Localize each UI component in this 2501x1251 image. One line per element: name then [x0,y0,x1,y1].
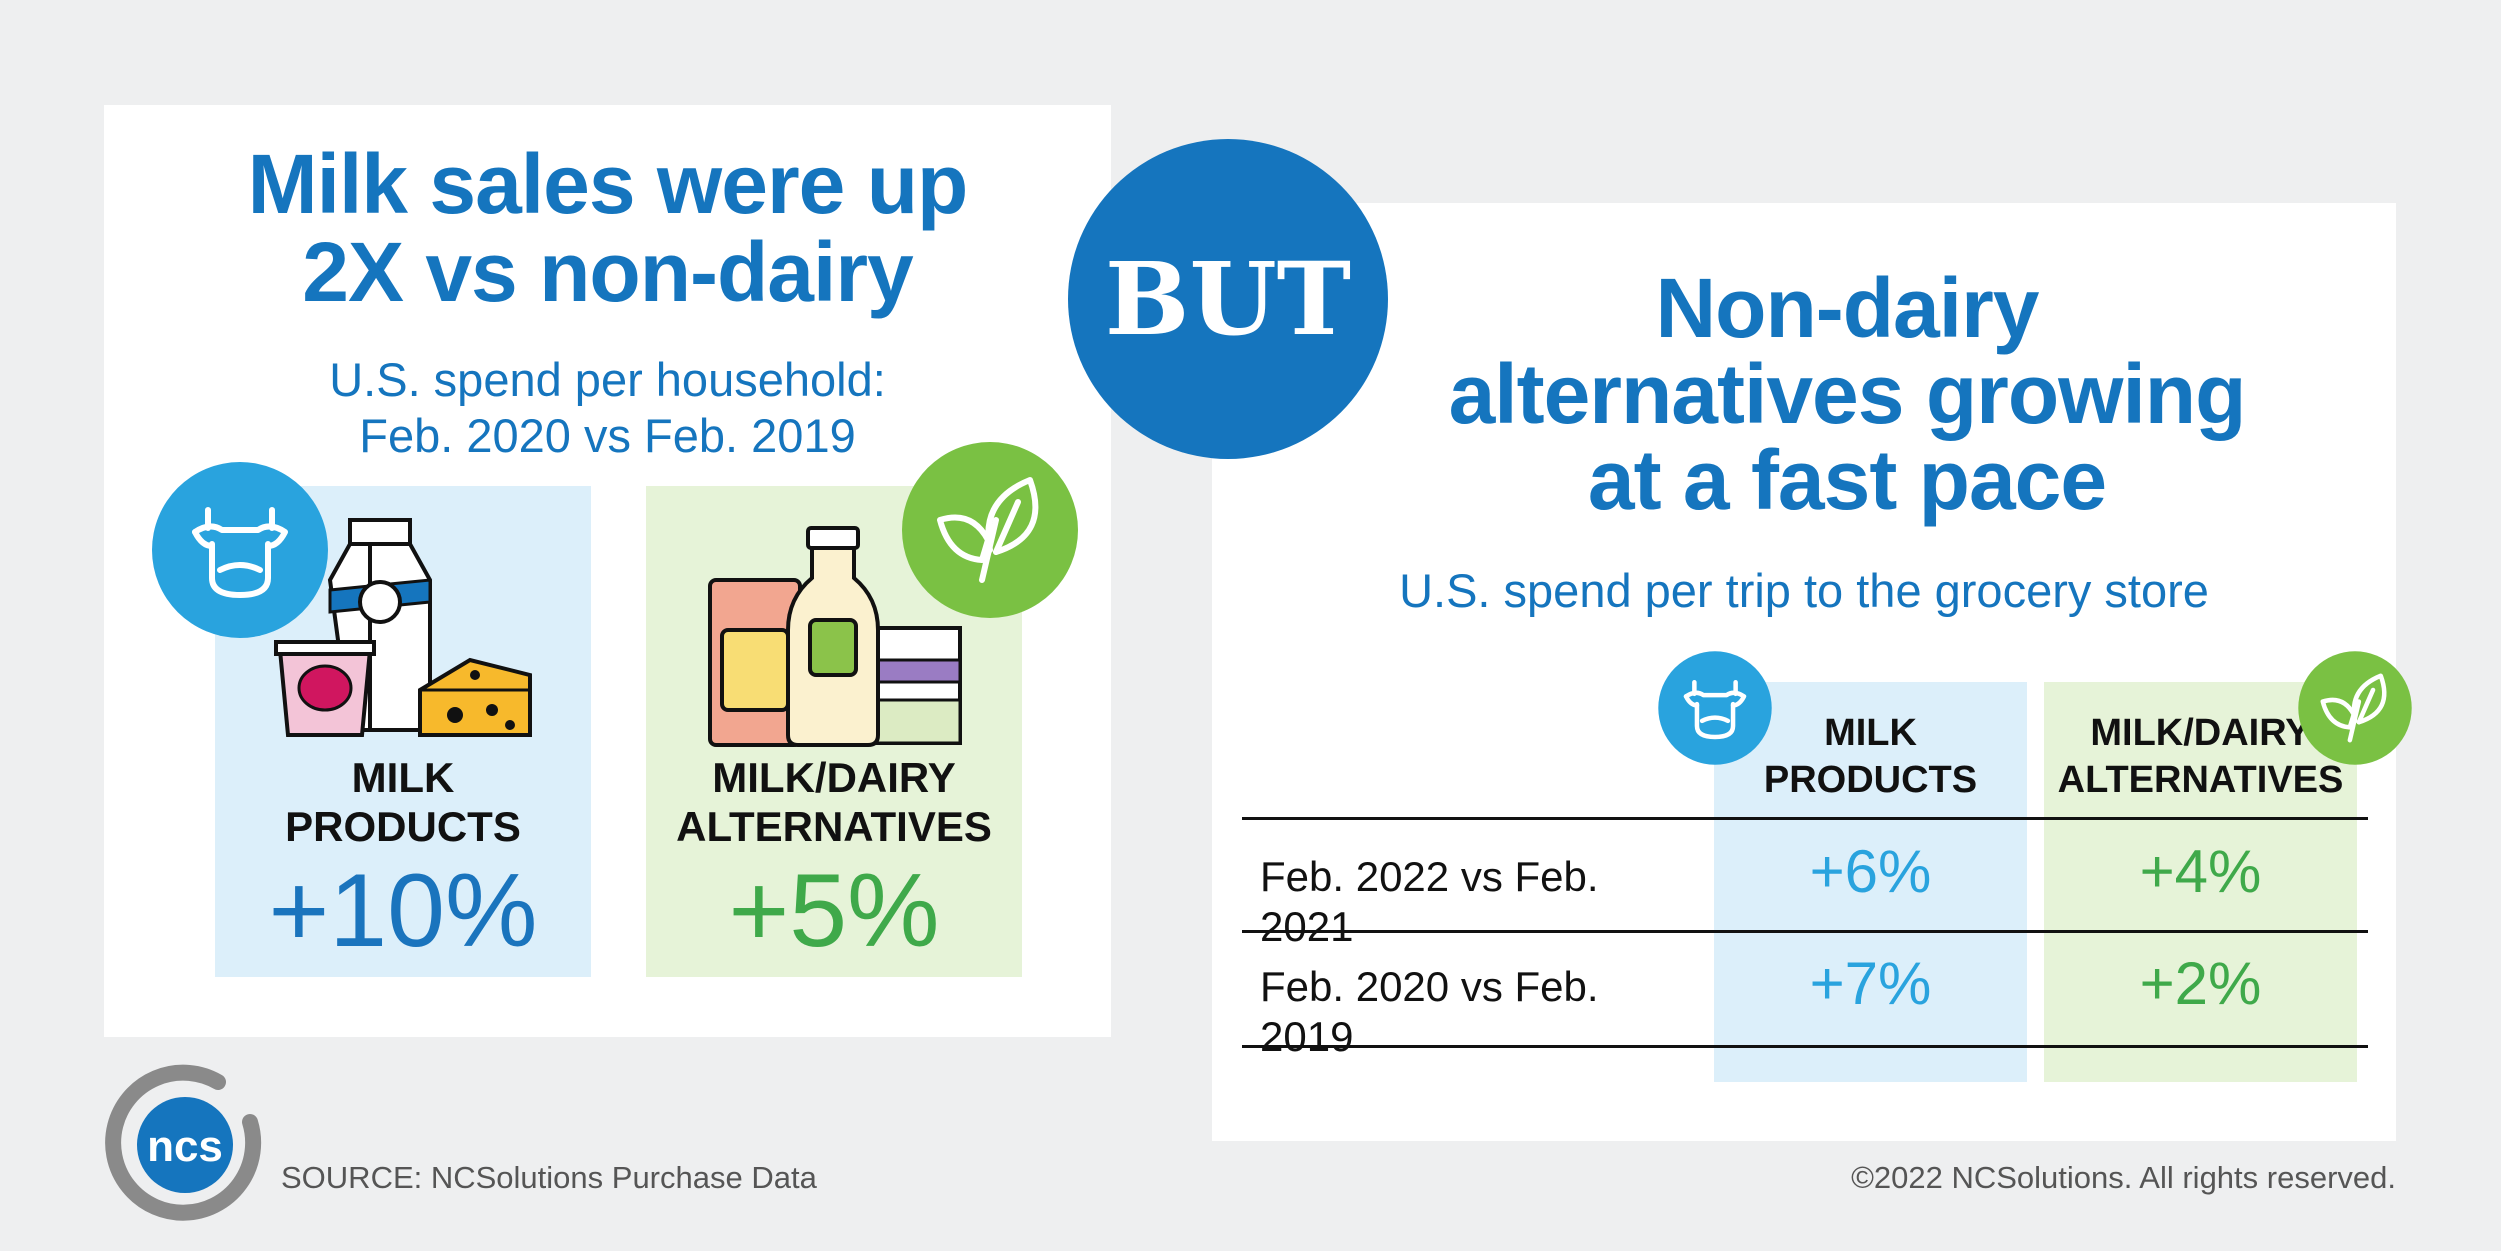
milk-products-illustration [274,518,532,737]
table-cell-milk: +6% [1809,838,1932,905]
left-headline-line-1: Milk sales were up [247,137,969,231]
milk-products-label: MILK PRODUCTS [215,753,591,851]
ncs-logo: ncs [105,1064,262,1221]
left-headline: Milk sales were up 2X vs non-dairy [104,140,1111,316]
table-header-alt-line-1: MILK/DAIRY [2090,712,2311,754]
right-headline-line-3: at a fast pace [1587,433,2107,527]
dairy-alternatives-label: MILK/DAIRY ALTERNATIVES [646,753,1022,851]
leaf-icon [902,442,1078,618]
table-header-alt-line-2: ALTERNATIVES [2057,759,2344,801]
dairy-alternatives-illustration [708,526,962,747]
milk-products-growth: +10% [268,853,538,969]
left-subtitle-line-1: U.S. spend per household: [329,353,886,406]
ncs-logo-text: ncs [147,1122,223,1171]
table-milk-column [1714,682,2027,1082]
source-note: SOURCE: NCSolutions Purchase Data [281,1160,817,1195]
right-headline-line-1: Non-dairy [1655,261,2039,355]
left-subtitle-line-2: Feb. 2020 vs Feb. 2019 [359,409,856,462]
milk-products-label-line-1: MILK [351,754,455,801]
table-header-milk-line-1: MILK [1824,712,1917,754]
right-headline: Non-dairy alternatives growing at a fast… [1212,265,2482,523]
leaf-icon [2298,651,2412,765]
left-subtitle: U.S. spend per household: Feb. 2020 vs F… [104,352,1111,464]
dairy-alternatives-growth: +5% [728,853,940,969]
table-rule [1242,930,2368,933]
table-cell-alt: +2% [2139,950,2262,1017]
cow-icon [1658,651,1772,765]
table-header-alt: MILK/DAIRY ALTERNATIVES [2044,710,2357,804]
milk-products-label-line-2: PRODUCTS [285,803,521,850]
table-row-label: Feb. 2022 vs Feb. 2021 [1260,853,1599,950]
dairy-alternatives-label-line-2: ALTERNATIVES [676,803,992,850]
right-headline-line-2: alternatives growing [1448,347,2247,441]
table-row-label: Feb. 2020 vs Feb. 2019 [1260,963,1599,1060]
but-connector: BUT [1068,139,1388,459]
right-subtitle: U.S. spend per trip to the grocery store [1399,564,2209,617]
cow-icon [152,462,328,638]
table-header-milk: MILK PRODUCTS [1714,710,2027,804]
table-cell-milk: +7% [1809,950,1932,1017]
left-headline-line-2: 2X vs non-dairy [302,225,914,319]
table-alt-column [2044,682,2357,1082]
table-cell-alt: +4% [2139,838,2262,905]
dairy-alternatives-label-line-1: MILK/DAIRY [712,754,956,801]
table-rule [1242,817,2368,820]
table-rule [1242,1045,2368,1048]
copyright-note: ©2022 NCSolutions. All rights reserved. [1851,1160,2396,1195]
table-header-milk-line-2: PRODUCTS [1763,759,1978,801]
